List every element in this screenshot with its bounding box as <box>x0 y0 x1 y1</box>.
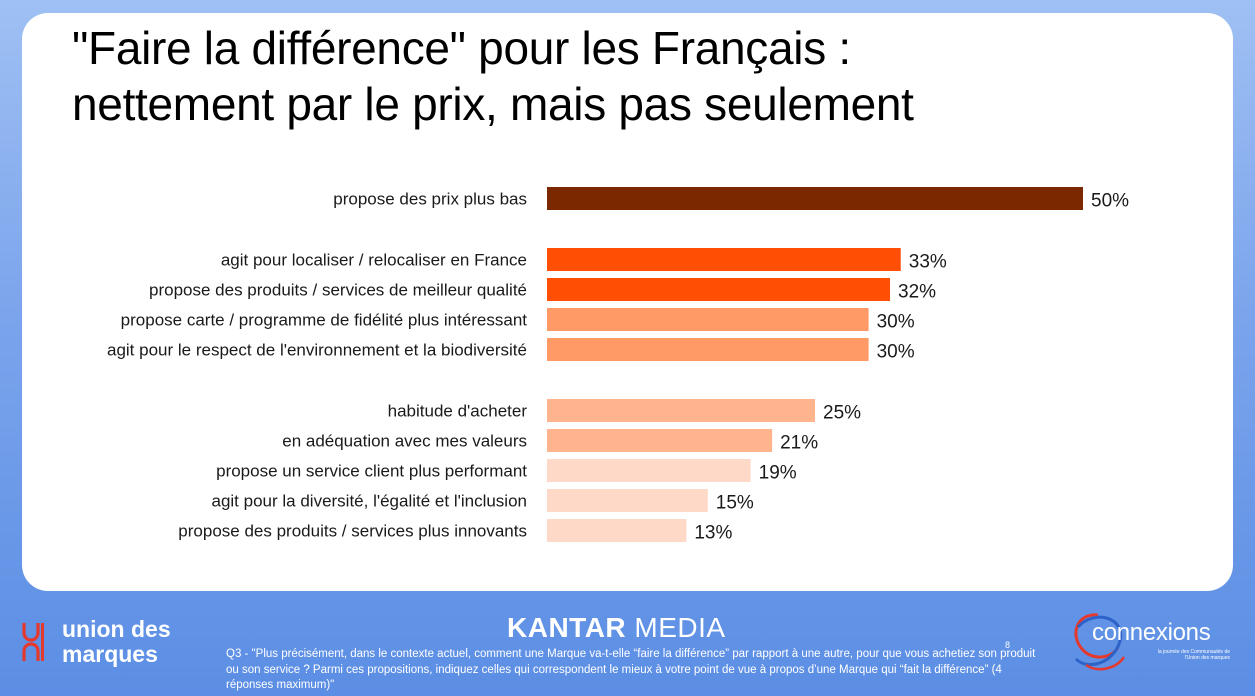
value-label-4: 30% <box>877 312 915 333</box>
kantar-word: KANTAR <box>507 612 627 643</box>
bar-chart: propose des prix plus bas 50% agit pour lo… <box>107 187 1129 544</box>
bar-2 <box>547 248 901 271</box>
category-label-3: propose des produits / services de meill… <box>149 281 527 300</box>
kantar-media-logo: KANTAR MEDIA <box>507 612 767 644</box>
value-label-6: 25% <box>823 403 861 424</box>
category-label-5: agit pour le respect de l'environnement … <box>107 341 527 360</box>
connexions-word: connexions <box>1092 619 1211 646</box>
bar-1 <box>547 187 1083 210</box>
value-label-8: 19% <box>759 463 797 484</box>
udm-line-1: union des <box>62 616 171 642</box>
bar-4 <box>547 308 869 331</box>
category-label-7: en adéquation avec mes valeurs <box>282 432 527 451</box>
value-label-2: 33% <box>909 252 947 273</box>
page-number: 8 <box>1005 640 1011 650</box>
connexions-logo: connexions la journée des Communautés de… <box>1068 607 1233 675</box>
category-label-2: agit pour localiser / relocaliser en Fra… <box>221 251 527 270</box>
bar-8 <box>547 459 751 482</box>
category-label-10: propose des produits / services plus inn… <box>178 522 527 541</box>
media-word: MEDIA <box>634 612 726 643</box>
value-label-9: 15% <box>716 493 754 514</box>
category-label-9: agit pour la diversité, l'égalité et l'i… <box>212 492 528 511</box>
bar-7 <box>547 429 773 452</box>
bar-3 <box>547 278 891 301</box>
value-label-7: 21% <box>780 433 818 454</box>
value-label-3: 32% <box>898 282 936 303</box>
connexions-swirl-icon <box>1074 613 1126 671</box>
bar-5 <box>547 338 869 361</box>
value-label-10: 13% <box>694 523 732 544</box>
category-label-8: propose un service client plus performan… <box>216 462 527 481</box>
title-line-1: "Faire la différence" pour les Français … <box>72 22 851 74</box>
bar-10 <box>547 519 687 542</box>
value-label-1: 50% <box>1091 191 1129 212</box>
category-label-1: propose des prix plus bas <box>333 190 527 209</box>
category-label-6: habitude d'acheter <box>388 402 528 421</box>
connexions-subtitle: la journée des Communautés de l'Union de… <box>1157 649 1230 661</box>
bar-9 <box>547 489 708 512</box>
udm-mark-icon <box>22 623 44 661</box>
category-label-4: propose carte / programme de fidélité pl… <box>121 311 528 330</box>
survey-question: Q3 - "Plus précisément, dans le contexte… <box>226 648 1036 691</box>
page-title: "Faire la différence" pour les Français … <box>72 20 1172 132</box>
title-line-2: nettement par le prix, mais pas seulemen… <box>72 78 914 130</box>
value-label-5: 30% <box>877 342 915 363</box>
udm-line-2: marques <box>62 641 158 667</box>
bar-6 <box>547 399 815 422</box>
